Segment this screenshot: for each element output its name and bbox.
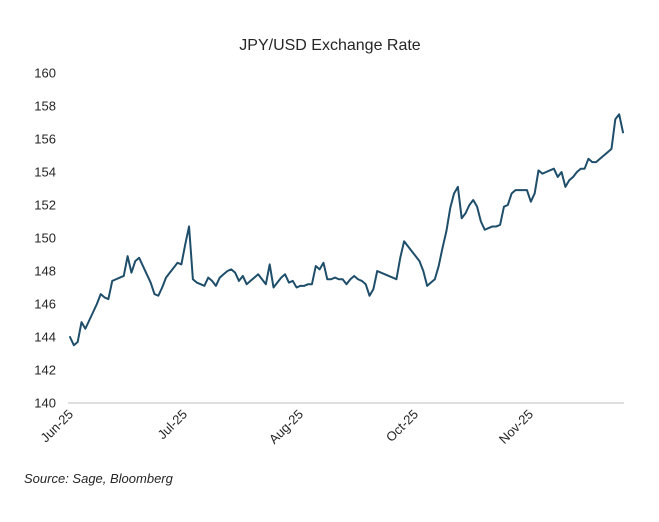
y-tick-label: 154 (34, 165, 56, 180)
chart-title: JPY/USD Exchange Rate (239, 37, 421, 54)
y-tick-label: 140 (34, 396, 56, 411)
x-tick-label: Jul-25 (154, 407, 190, 443)
y-tick-label: 150 (34, 231, 56, 246)
y-tick-label: 142 (34, 363, 56, 378)
y-tick-label: 160 (34, 66, 56, 81)
y-tick-label: 144 (34, 330, 56, 345)
source-note: Source: Sage, Bloomberg (24, 471, 173, 486)
x-tick-label: Oct-25 (383, 407, 421, 445)
y-axis: 140 142 144 146 148 150 152 154 156 158 160 (34, 66, 56, 411)
x-axis: Jun-25 Jul-25 Aug-25 Oct-25 Nov-25 (37, 402, 624, 447)
x-tick-label: Jun-25 (37, 407, 76, 446)
y-tick-label: 152 (34, 198, 56, 213)
y-tick-label: 146 (34, 297, 56, 312)
x-tick-label: Aug-25 (266, 407, 306, 447)
x-tick-label: Nov-25 (496, 407, 536, 447)
y-tick-label: 158 (34, 99, 56, 114)
series-line-jpy-usd (69, 113, 624, 347)
y-tick-label: 148 (34, 264, 56, 279)
y-tick-label: 156 (34, 132, 56, 147)
